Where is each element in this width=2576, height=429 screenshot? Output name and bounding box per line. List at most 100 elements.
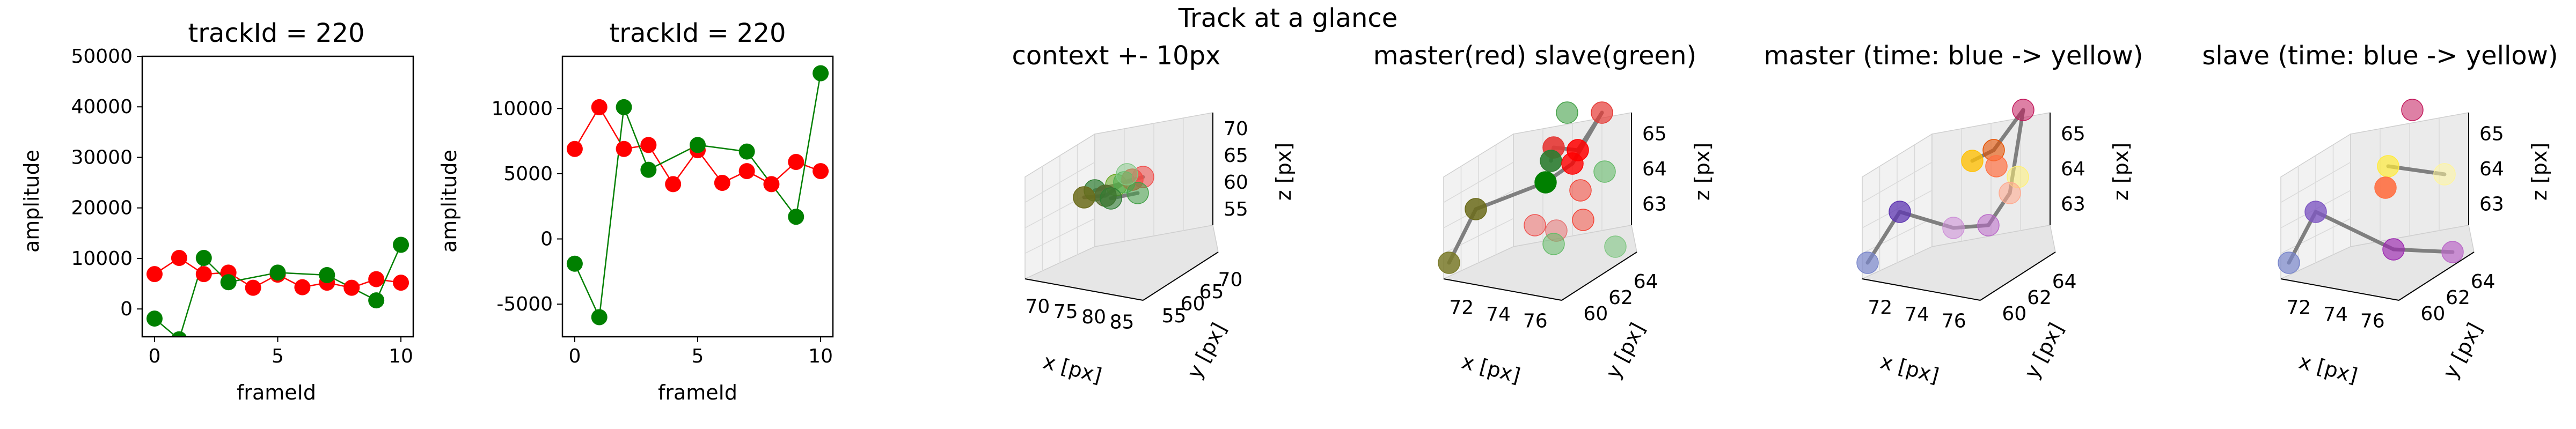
point-marker: [1999, 182, 2021, 204]
point-marker: [1126, 182, 1149, 204]
point-marker: [1985, 155, 2008, 177]
x-tick-label: 10: [389, 345, 413, 367]
trajectory-segment: [1474, 180, 1548, 211]
plot-area: [146, 236, 409, 337]
point-marker: [1534, 171, 1557, 194]
z-tick-label: 60: [1224, 172, 1248, 194]
red-point: [788, 154, 804, 171]
green-point: [171, 331, 187, 337]
x-tick-label: 5: [272, 345, 284, 367]
green-point: [566, 255, 583, 272]
z-tick-label: 64: [2061, 158, 2085, 180]
y-tick-label: 62: [2027, 287, 2052, 309]
y-tick-label: 5000: [503, 163, 553, 185]
y-tick-label: 55: [1162, 305, 1187, 327]
green-point: [690, 137, 706, 153]
y-tick-label: 10000: [491, 98, 553, 120]
x-tick-label: 75: [1053, 301, 1078, 323]
green-point: [738, 143, 755, 160]
z-tick-label: 65: [1224, 145, 1248, 167]
x-axis-line: [1024, 278, 1144, 301]
master-slave-3d-plot: master(red) slave(green) 72 74 76 606264636…: [1373, 41, 1714, 388]
point-marker: [1856, 252, 1879, 274]
z-tick-label: 65: [2479, 123, 2504, 145]
y-tick-label: 60: [2420, 303, 2445, 325]
x-tick-label: 0: [149, 345, 161, 367]
x-axis-line: [1443, 278, 1562, 301]
point-marker: [1524, 214, 1546, 236]
x-tick-label: 72: [1868, 297, 1892, 319]
green-point: [146, 310, 163, 327]
point-marker: [1465, 198, 1487, 220]
point-marker: [1889, 201, 1911, 223]
z-tick-label: 63: [2479, 194, 2504, 216]
green-point: [195, 249, 212, 266]
x-tick-label: 72: [1449, 297, 1474, 319]
plot-title: trackId = 220: [609, 18, 786, 48]
x-axis-label: frameId: [237, 381, 316, 404]
y-tick-label: 10000: [71, 248, 133, 270]
x-tick-label: 72: [2286, 297, 2311, 319]
red-point: [343, 279, 360, 296]
point-marker: [1116, 163, 1138, 186]
z-tick-label: 63: [2061, 194, 2085, 216]
x-tick-label: 74: [2323, 304, 2348, 326]
x-tick-label: 10: [808, 345, 833, 367]
red-point: [195, 266, 212, 283]
point-marker: [2377, 155, 2399, 177]
x-axis-label: x [px]: [2296, 350, 2360, 388]
y-tick-label: 70: [1218, 269, 1243, 291]
plot-title: trackId = 220: [188, 18, 364, 48]
point-marker: [1542, 233, 1565, 255]
plot-title: master(red) slave(green): [1373, 41, 1696, 71]
x-tick-label: 74: [1486, 304, 1511, 326]
point-marker: [1073, 186, 1095, 209]
x-tick-label: 76: [1523, 310, 1548, 332]
slave-time-3d-plot: slave (time: blue -> yellow) 72 74 76 60626…: [2202, 41, 2558, 388]
grid-line: [1862, 218, 1933, 254]
axes-frame: [561, 55, 834, 338]
context-3d-plot: context +- 10px 70 75 80 85 5560657055606570…: [1012, 41, 1296, 388]
y-tick-label: 50000: [71, 46, 133, 68]
point-marker: [1942, 217, 1965, 239]
red-point: [640, 137, 657, 153]
green-series-line: [154, 244, 402, 337]
x-tick-label: 76: [1942, 310, 1966, 332]
point-marker: [2278, 252, 2300, 274]
x-axis-line: [1862, 278, 1981, 301]
green-point: [788, 209, 804, 225]
x-axis-label: x [px]: [1041, 350, 1104, 388]
point-marker: [2441, 241, 2464, 263]
y-axis-label: y [px]: [1601, 319, 1650, 383]
point-marker: [2374, 176, 2397, 199]
plot-title: context +- 10px: [1012, 41, 1221, 71]
x-axis-label: x [px]: [1459, 350, 1523, 388]
x-tick-label: 0: [568, 345, 581, 367]
point-marker: [1100, 187, 1122, 210]
point-marker: [1977, 214, 2000, 236]
y-tick-label: 62: [1608, 287, 1633, 309]
y-tick-label: 64: [2471, 271, 2496, 293]
y-tick-label: 30000: [71, 146, 133, 168]
y-axis-line: [2398, 252, 2475, 301]
z-axis-label: z [px]: [1272, 143, 1296, 201]
grid-line: [1024, 218, 1095, 254]
red-point: [368, 271, 385, 287]
y-tick-label: 62: [2446, 287, 2470, 309]
y-tick-label: 20000: [71, 197, 133, 219]
y-axis-line: [1561, 252, 1637, 301]
y-tick-label: 64: [2052, 271, 2077, 293]
x-tick-label: 85: [1110, 311, 1135, 333]
red-point: [566, 140, 583, 157]
point-marker: [2012, 99, 2035, 121]
point-marker: [1540, 150, 1562, 172]
y-tick-label: 40000: [71, 96, 133, 118]
z-tick-label: 64: [2479, 158, 2504, 180]
x-axis-label: frameId: [658, 381, 737, 404]
red-point: [738, 163, 755, 180]
red-point: [616, 140, 632, 157]
red-point: [146, 266, 163, 283]
y-tick-label: 60: [1583, 303, 1608, 325]
green-point: [269, 264, 286, 281]
